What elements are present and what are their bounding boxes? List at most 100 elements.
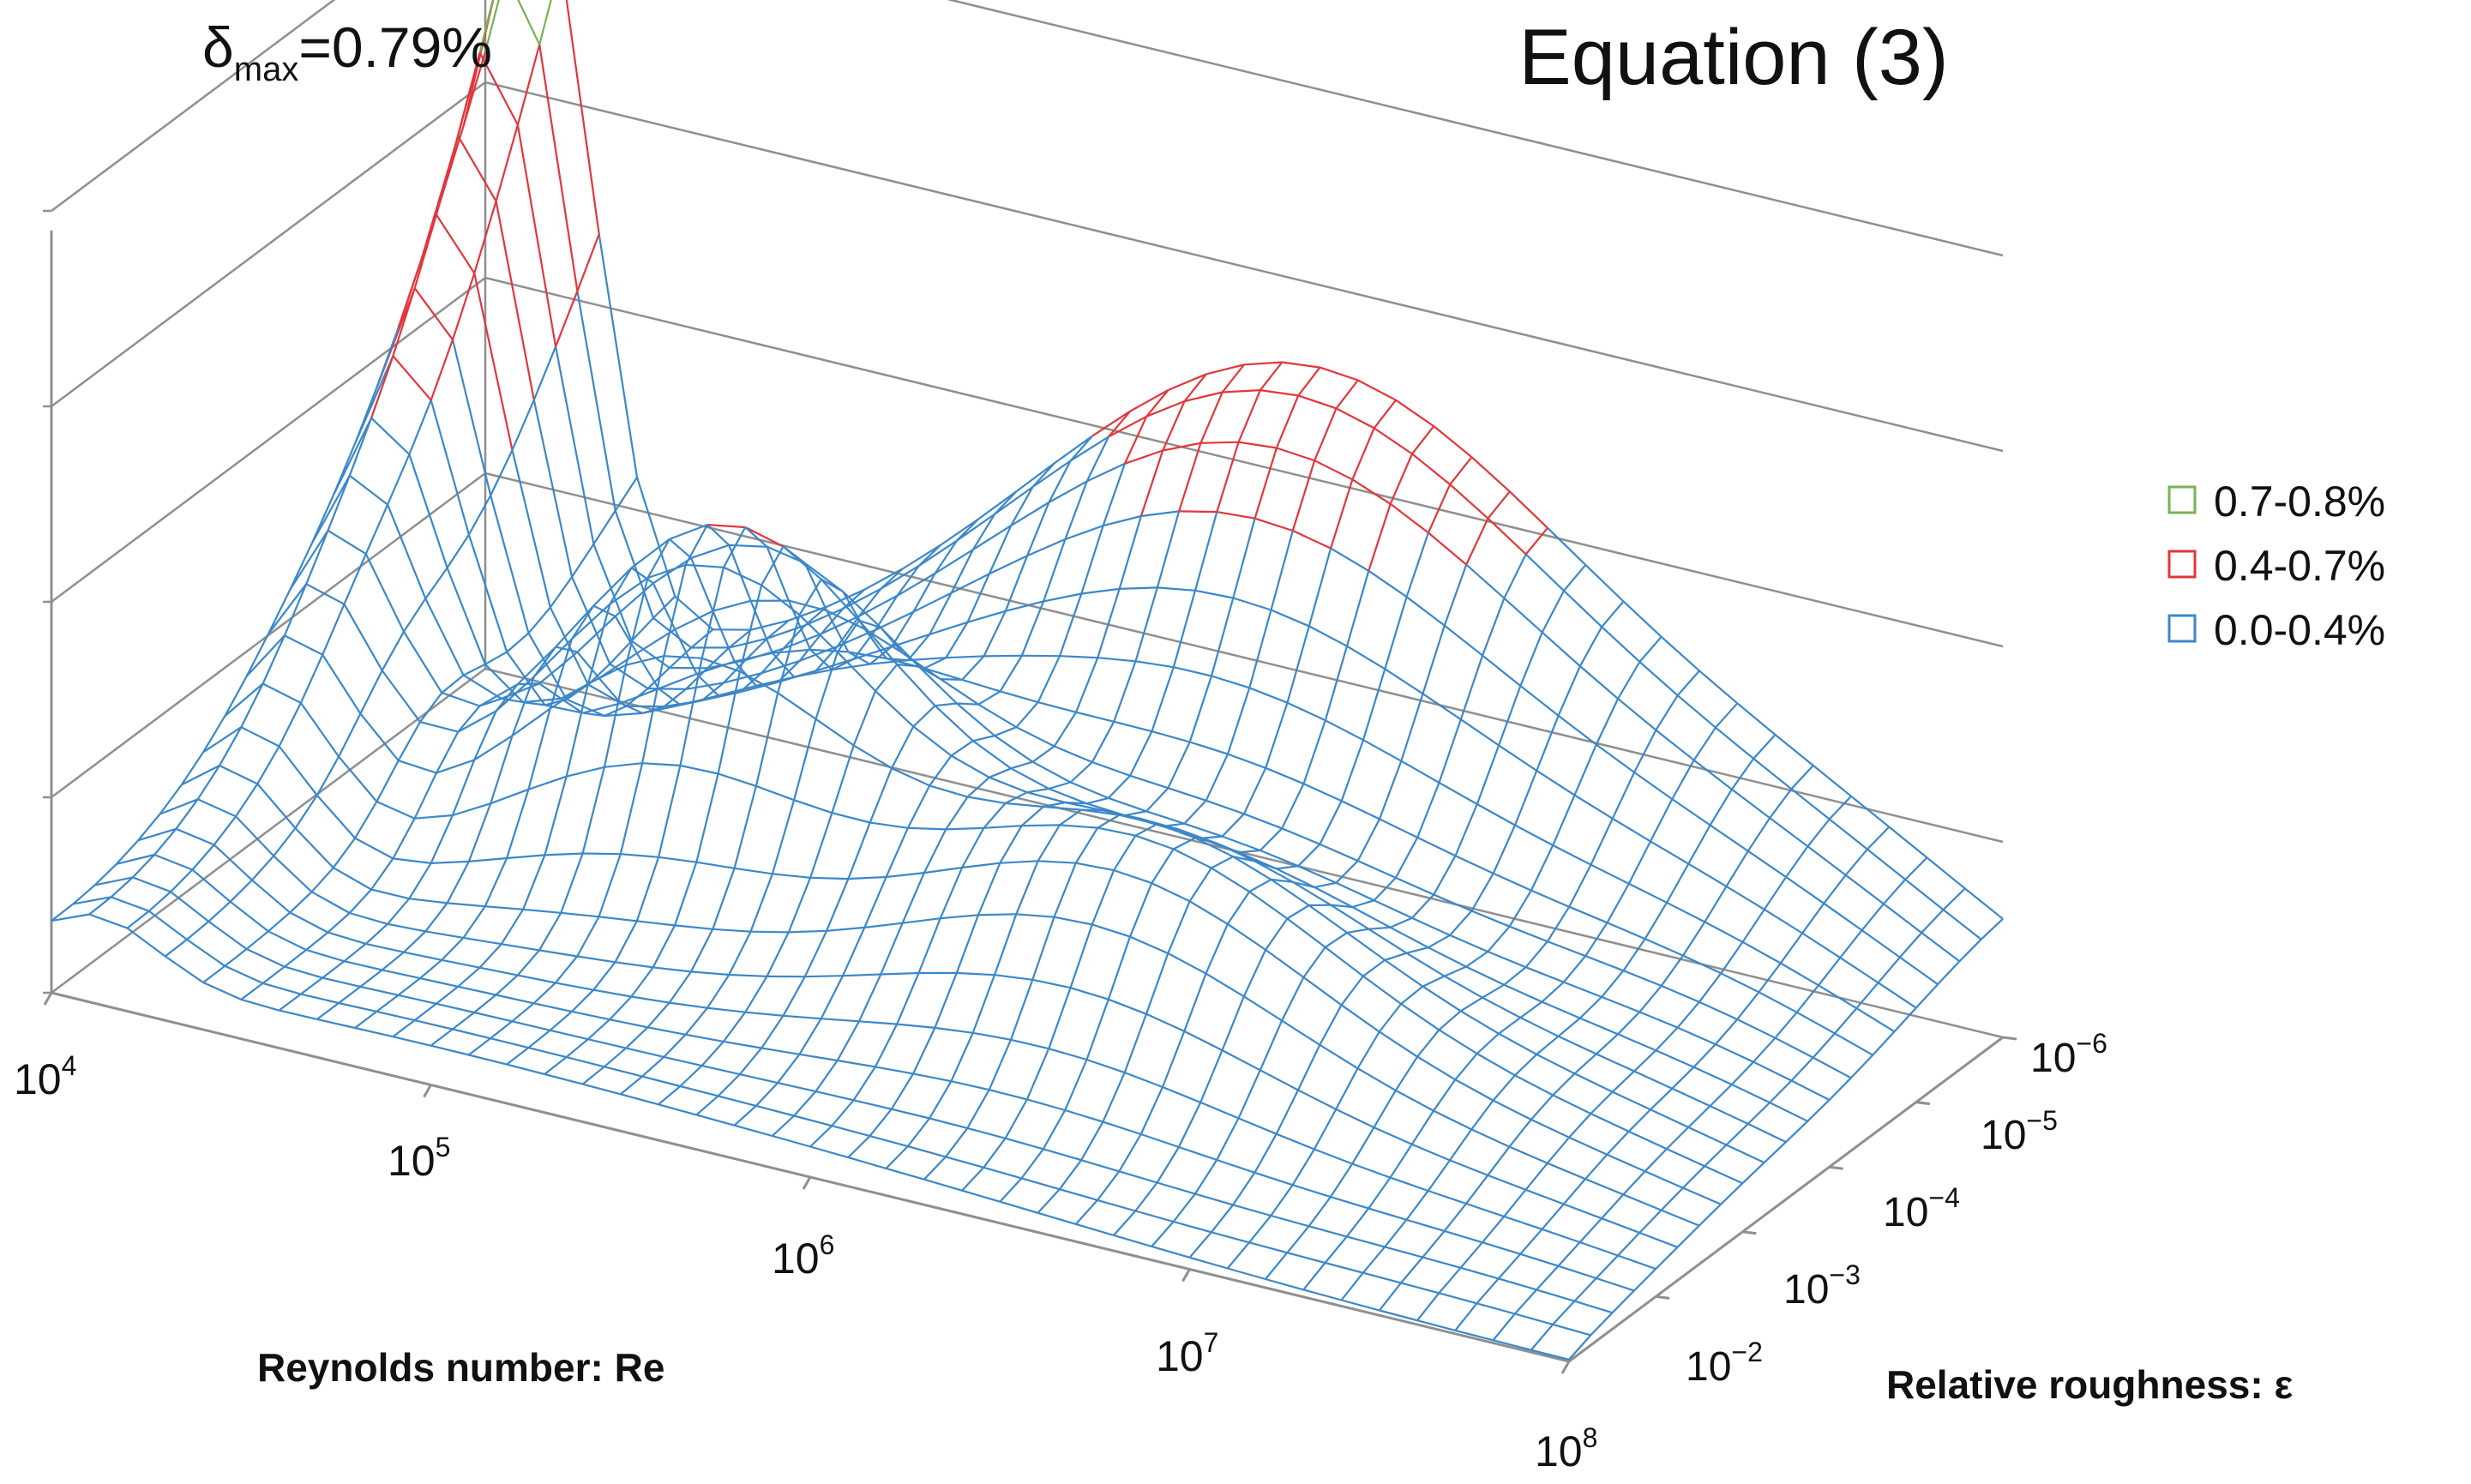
surface-segment (522, 854, 546, 910)
surface-segment (1449, 1128, 1473, 1162)
surface-segment (1221, 363, 1245, 394)
surface-segment (1097, 1199, 1136, 1212)
surface-segment (592, 961, 616, 991)
surface-segment (1573, 1277, 1597, 1302)
surface-segment (1226, 1241, 1250, 1270)
surface-segment (755, 681, 779, 688)
surface-segment (1059, 824, 1098, 829)
surface-segment (1345, 570, 1370, 647)
surface-segment (1362, 1246, 1386, 1274)
surface-segment (408, 454, 448, 568)
surface-segment (1351, 1163, 1391, 1179)
surface-segment (452, 1028, 491, 1040)
surface-segment (658, 1085, 682, 1106)
surface-segment (538, 44, 579, 291)
surface-segment (1368, 1176, 1392, 1210)
surface-segment (674, 628, 698, 675)
surface-segment (934, 972, 958, 1029)
surface-segment (451, 339, 492, 496)
surface-segment (923, 667, 963, 681)
surface-segment (1557, 1017, 1581, 1037)
surface-segment (446, 861, 470, 904)
surface-segment (880, 627, 904, 654)
surface-segment (1270, 1184, 1294, 1217)
surface-segment (1286, 917, 1326, 948)
surface-segment (815, 652, 839, 720)
surface-segment (490, 449, 514, 496)
surface-segment (555, 291, 579, 347)
surface-segment (658, 856, 697, 863)
surface-segment (832, 812, 870, 824)
surface-segment (1086, 1058, 1126, 1074)
back-wall-gridline (484, 276, 2004, 648)
surface-segment (1059, 1188, 1098, 1201)
surface-segment (268, 583, 308, 635)
surface-segment (1287, 701, 1326, 722)
surface-segment (419, 958, 442, 979)
surface-segment (332, 442, 357, 496)
surface-segment (1411, 1143, 1451, 1162)
surface-segment (1558, 1265, 1597, 1280)
surface-segment (392, 287, 416, 357)
surface-segment (1883, 903, 1922, 934)
surface-segment (733, 785, 757, 869)
surface-segment (403, 951, 442, 961)
surface-segment (1513, 1289, 1537, 1315)
surface-segment (322, 960, 346, 979)
surface-segment (576, 651, 600, 679)
surface-segment (684, 524, 708, 566)
surface-segment (1200, 441, 1239, 444)
surface-segment (305, 583, 346, 605)
surface-segment (1687, 824, 1711, 865)
surface-segment (1291, 1148, 1315, 1186)
surface-segment (1476, 1302, 1516, 1315)
surface-segment (523, 697, 562, 704)
surface-segment (874, 1024, 899, 1067)
surface-segment (538, 651, 579, 685)
surface-segment (1487, 517, 1527, 556)
surface-segment (945, 1127, 969, 1158)
surface-segment (1145, 952, 1169, 1015)
surface-segment (354, 1011, 377, 1029)
surface-segment (994, 486, 1034, 515)
surface-segment (1509, 925, 1548, 943)
surface-segment (1813, 765, 1852, 797)
surface-segment (1460, 1266, 1500, 1280)
surface-segment (1395, 1089, 1434, 1112)
surface-segment (869, 767, 893, 823)
surface-segment (1405, 952, 1446, 977)
surface-segment (1519, 1017, 1559, 1037)
surface-segment (213, 844, 253, 881)
surface-segment (1758, 991, 1798, 1013)
back-wall-gridline (484, 667, 2004, 1039)
surface-segment (1177, 1102, 1202, 1148)
surface-segment (538, 912, 562, 951)
surface-segment (555, 955, 579, 984)
surface-segment (565, 1038, 589, 1058)
surface-segment (1433, 1078, 1457, 1112)
surface-segment (1069, 924, 1093, 988)
surface-segment (387, 504, 427, 599)
surface-segment (51, 913, 90, 922)
surface-segment (1362, 1271, 1402, 1284)
surface-segment (1617, 1011, 1641, 1036)
surface-segment (381, 631, 405, 671)
surface-segment (555, 982, 594, 991)
surface-segment (809, 812, 833, 879)
surface-segment (1416, 1055, 1456, 1081)
surface-segment (782, 976, 806, 1017)
surface-segment (452, 802, 491, 817)
surface-segment (1422, 693, 1462, 721)
surface-segment (364, 553, 405, 633)
surface-segment (1189, 1256, 1229, 1270)
surface-segment (397, 977, 421, 996)
surface-segment (1470, 1099, 1494, 1131)
surface-segment (1579, 996, 1602, 1019)
surface-segment (495, 124, 519, 202)
surface-segment (538, 949, 578, 958)
surface-segment (695, 1095, 719, 1116)
surface-segment (495, 683, 519, 712)
surface-segment (343, 604, 383, 671)
surface-segment (620, 1093, 659, 1106)
surface-segment (891, 767, 930, 787)
